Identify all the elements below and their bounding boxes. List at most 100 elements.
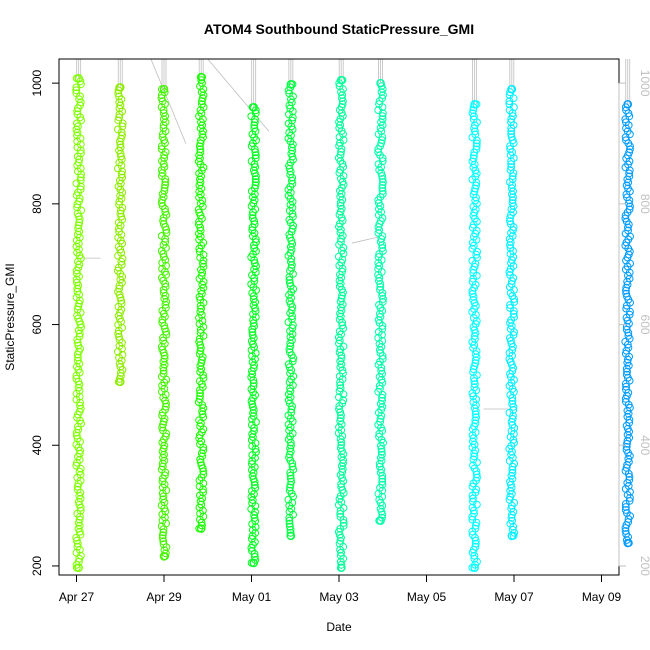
profile-point [336, 198, 345, 207]
profile-top-point [286, 80, 296, 89]
profile-point [376, 453, 385, 462]
profile-point [470, 124, 479, 133]
profile-9 [468, 99, 482, 573]
profile-point [73, 458, 81, 467]
profile-point [507, 127, 516, 136]
profile-point [196, 497, 205, 506]
profile-point [73, 536, 81, 545]
profile-point [159, 492, 168, 501]
profile-point [73, 128, 82, 137]
profile-point [285, 276, 294, 284]
profile-point [336, 557, 345, 566]
profile-point [471, 521, 480, 530]
profile-point [338, 91, 347, 99]
profile-point [471, 356, 480, 365]
profile-point [470, 112, 478, 121]
profile-point [622, 283, 631, 292]
profile-point [75, 299, 83, 308]
profile-point [339, 396, 348, 405]
profile-point [623, 367, 631, 376]
right-axis: 200 400 600 800 1000 [618, 70, 650, 576]
profile-point [74, 479, 83, 488]
profile-point [116, 293, 125, 302]
profile-point [378, 390, 387, 399]
profile-point [375, 381, 384, 390]
profile-point [506, 241, 514, 249]
profile-point [289, 354, 298, 363]
profile-point [159, 537, 168, 546]
profile-point [624, 328, 633, 337]
profile-point [249, 292, 258, 301]
profile-point [199, 256, 208, 265]
profile-point [249, 409, 257, 417]
profile-point [114, 263, 123, 272]
profile-point [508, 256, 516, 264]
profile-point [252, 172, 260, 181]
profile-point [510, 295, 518, 303]
profile-point [337, 351, 346, 360]
profile-point [378, 181, 387, 189]
profile-point [471, 533, 479, 542]
profile-point [286, 474, 295, 483]
profile-point [379, 178, 387, 186]
profile-bottom-point [336, 563, 346, 573]
profile-point [116, 149, 125, 158]
profile-point [196, 386, 204, 395]
profile-point [337, 303, 345, 312]
profile-point [196, 106, 205, 115]
profile-point [621, 379, 630, 388]
profile-point [622, 503, 630, 511]
profile-point [250, 160, 259, 169]
profile-point [510, 307, 518, 315]
profile-point [624, 109, 633, 118]
profile-point [336, 435, 345, 444]
profile-point [286, 167, 295, 176]
profile-point [378, 175, 387, 183]
profile-point [195, 244, 204, 253]
profile-point [471, 416, 480, 425]
right-tick-label: 800 [638, 194, 650, 214]
profile-point [249, 403, 257, 411]
profile-top-point [115, 83, 125, 92]
profile-point [336, 510, 345, 518]
profile-point [116, 137, 124, 146]
profile-point [198, 410, 207, 419]
profile-point [197, 304, 206, 313]
profile-point [621, 394, 630, 403]
profile-point [115, 197, 124, 206]
profile-point [379, 295, 387, 303]
profile-top-point [470, 99, 479, 109]
profile-point [468, 512, 477, 521]
profile-point [198, 353, 207, 361]
right-tick-label: 400 [638, 435, 650, 455]
profile-point [336, 378, 344, 387]
profile-point [161, 300, 170, 309]
profile-point [469, 106, 478, 115]
profile-point [337, 411, 345, 420]
profile-point [469, 365, 478, 374]
profile-point [470, 374, 478, 383]
y-tick-label: 400 [30, 435, 44, 455]
profile-point [508, 181, 517, 190]
profile-point [337, 438, 346, 447]
profile-point [335, 336, 344, 345]
profile-point [198, 407, 207, 416]
profile-point [286, 384, 295, 393]
profile-point [286, 480, 295, 489]
profile-point [74, 104, 82, 113]
profile-point [159, 348, 168, 357]
x-tick-label: May 03 [319, 590, 359, 604]
profile-point [161, 175, 170, 183]
profile-point [508, 447, 516, 456]
profile-point [287, 95, 295, 104]
profile-point [468, 491, 477, 500]
profile-bottom-point [74, 563, 83, 573]
profile-point [286, 468, 295, 477]
profile-point [288, 209, 297, 218]
profile-point [336, 381, 345, 390]
profile-point [378, 154, 387, 163]
profile-point [507, 160, 516, 169]
profile-point [158, 196, 167, 204]
profile-point [622, 190, 631, 199]
profile-point [197, 76, 206, 84]
